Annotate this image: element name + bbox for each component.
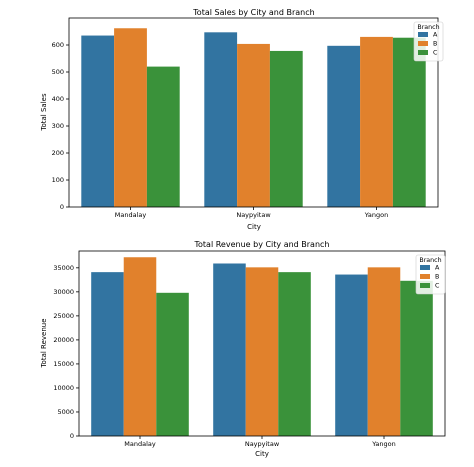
y-tick-label: 0 [60, 203, 64, 211]
x-tick-label: Yangon [364, 211, 388, 219]
bar-naypyitaw-b [237, 43, 270, 207]
x-tick-label: Mandalay [115, 211, 147, 219]
x-tick-label: Yangon [371, 440, 395, 448]
legend-swatch-b [420, 274, 430, 279]
x-tick-label: Mandalay [124, 440, 156, 448]
x-axis-label: City [247, 223, 261, 231]
bar-yangon-b [367, 267, 401, 436]
bars [81, 28, 426, 208]
legend-swatch-b [418, 41, 428, 46]
bar-naypyitaw-a [213, 263, 246, 436]
legend-label-c: C [433, 50, 438, 57]
bars [91, 257, 433, 436]
bar-mandalay-c [146, 66, 180, 207]
legend-title: Branch [417, 24, 439, 31]
bar-naypyitaw-c [278, 272, 311, 436]
y-tick-label: 20000 [53, 336, 74, 344]
bar-naypyitaw-a [204, 32, 238, 208]
y-tick-label: 200 [52, 149, 64, 157]
y-tick-label: 5000 [57, 408, 74, 416]
legend-label-b: B [433, 41, 437, 48]
bar-yangon-c [400, 280, 433, 436]
bar-yangon-b [360, 36, 393, 208]
legend-swatch-c [418, 50, 428, 55]
y-tick-label: 25000 [53, 312, 74, 320]
legend-swatch-a [420, 265, 430, 270]
legend-label-b: B [435, 274, 439, 281]
bar-yangon-c [392, 37, 426, 208]
legend-title: Branch [419, 257, 441, 264]
y-axis-label: Total Revenue [40, 318, 48, 368]
x-tick-label: Naypyitaw [236, 211, 271, 219]
x-tick-label: Naypyitaw [245, 440, 280, 448]
y-tick-label: 10000 [53, 384, 74, 392]
bar-yangon-a [335, 274, 368, 436]
y-tick-label: 600 [52, 41, 64, 49]
bar-naypyitaw-c [269, 50, 303, 207]
revenue-chart: Total Revenue by City and Branch 0 5000 10… [40, 240, 446, 458]
y-tick-label: 0 [70, 432, 74, 440]
x-ticks: Mandalay Naypyitaw Yangon [124, 436, 396, 448]
y-tick-label: 15000 [53, 360, 74, 368]
bar-naypyitaw-b [245, 267, 279, 436]
bar-mandalay-a [91, 272, 124, 436]
y-tick-label: 300 [52, 122, 64, 130]
bar-mandalay-b [114, 28, 147, 208]
legend-label-a: A [433, 32, 438, 39]
chart-title: Total Revenue by City and Branch [194, 240, 330, 249]
y-tick-label: 100 [52, 176, 64, 184]
y-ticks: 0 100 200 300 400 500 600 [52, 41, 69, 211]
y-tick-label: 35000 [53, 264, 74, 272]
x-ticks: Mandalay Naypyitaw Yangon [115, 207, 388, 219]
bar-mandalay-c [156, 292, 189, 436]
y-tick-label: 30000 [53, 288, 74, 296]
legend-label-a: A [435, 265, 440, 272]
legend-swatch-c [420, 283, 430, 288]
y-tick-label: 400 [52, 95, 64, 103]
y-axis-label: Total Sales [40, 93, 48, 132]
chart-title: Total Sales by City and Branch [192, 8, 314, 17]
y-tick-label: 500 [52, 68, 64, 76]
bar-yangon-a [327, 45, 361, 208]
y-ticks: 0 5000 10000 15000 20000 25000 30000 35000 [53, 264, 79, 440]
legend-swatch-a [418, 32, 428, 37]
legend-label-c: C [435, 283, 440, 290]
sales-chart: Total Sales by City and Branch 0 100 200 30… [40, 8, 444, 231]
x-axis-label: City [255, 450, 269, 458]
bar-mandalay-a [81, 35, 115, 207]
bar-mandalay-b [123, 257, 157, 436]
